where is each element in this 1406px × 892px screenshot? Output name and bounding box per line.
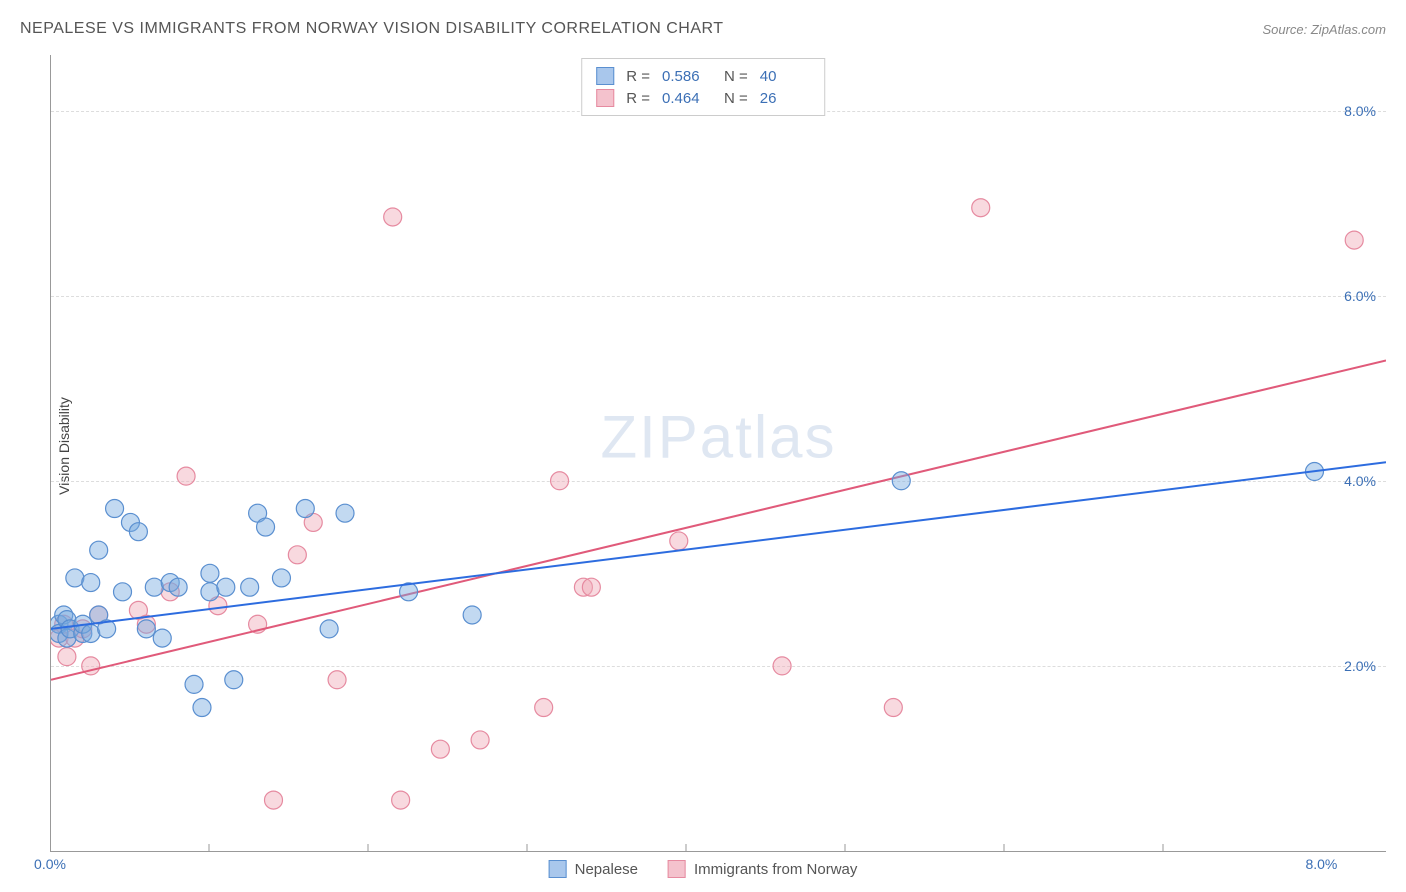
swatch-norway	[668, 860, 686, 878]
n-label-2: N =	[724, 90, 748, 107]
legend-item-nepalese: Nepalese	[549, 860, 638, 878]
n-value-1: 40	[760, 68, 810, 85]
norway-point	[431, 740, 449, 758]
norway-point	[384, 208, 402, 226]
nepalese-point	[272, 569, 290, 587]
source-name: ZipAtlas.com	[1311, 22, 1386, 37]
r-value-1: 0.586	[662, 68, 712, 85]
norway-point	[773, 657, 791, 675]
norway-point	[582, 578, 600, 596]
nepalese-point	[320, 620, 338, 638]
norway-point	[392, 791, 410, 809]
nepalese-point	[217, 578, 235, 596]
nepalese-point	[241, 578, 259, 596]
norway-point	[972, 199, 990, 217]
r-value-2: 0.464	[662, 90, 712, 107]
scatter-chart: ZIPatlas 2.0%4.0%6.0%8.0%	[50, 55, 1386, 852]
stats-legend: R = 0.586 N = 40 R = 0.464 N = 26	[581, 58, 825, 116]
legend-label-nepalese: Nepalese	[575, 861, 638, 878]
nepalese-point	[463, 606, 481, 624]
nepalese-point	[225, 671, 243, 689]
nepalese-point	[201, 583, 219, 601]
norway-point	[670, 532, 688, 550]
legend-item-norway: Immigrants from Norway	[668, 860, 857, 878]
x-tick-label: 8.0%	[1305, 856, 1337, 872]
nepalese-point	[90, 541, 108, 559]
norway-point	[471, 731, 489, 749]
nepalese-point	[145, 578, 163, 596]
nepalese-point	[169, 578, 187, 596]
nepalese-point	[257, 518, 275, 536]
norway-point	[328, 671, 346, 689]
stats-row-1: R = 0.586 N = 40	[596, 65, 810, 87]
stats-row-2: R = 0.464 N = 26	[596, 87, 810, 109]
chart-header: NEPALESE VS IMMIGRANTS FROM NORWAY VISIO…	[20, 20, 1386, 38]
norway-point	[288, 546, 306, 564]
nepalese-point	[892, 472, 910, 490]
nepalese-point	[129, 523, 147, 541]
n-label-1: N =	[724, 68, 748, 85]
legend-label-norway: Immigrants from Norway	[694, 861, 857, 878]
nepalese-point	[137, 620, 155, 638]
r-label-1: R =	[626, 68, 650, 85]
norway-point	[1345, 231, 1363, 249]
plot-area	[51, 55, 1386, 851]
swatch-nepalese	[549, 860, 567, 878]
nepalese-point	[82, 624, 100, 642]
norway-point	[177, 467, 195, 485]
source-prefix: Source:	[1262, 22, 1310, 37]
nepalese-point	[201, 564, 219, 582]
nepalese-trendline	[51, 462, 1386, 629]
r-label-2: R =	[626, 90, 650, 107]
swatch-series-1	[596, 67, 614, 85]
source-attribution: Source: ZipAtlas.com	[1262, 22, 1386, 37]
norway-point	[884, 699, 902, 717]
nepalese-point	[66, 569, 84, 587]
norway-point	[551, 472, 569, 490]
nepalese-point	[296, 500, 314, 518]
norway-point	[535, 699, 553, 717]
nepalese-point	[185, 675, 203, 693]
nepalese-point	[114, 583, 132, 601]
n-value-2: 26	[760, 90, 810, 107]
norway-point	[265, 791, 283, 809]
norway-point	[58, 648, 76, 666]
nepalese-point	[106, 500, 124, 518]
series-legend: Nepalese Immigrants from Norway	[549, 860, 858, 878]
nepalese-point	[336, 504, 354, 522]
chart-title: NEPALESE VS IMMIGRANTS FROM NORWAY VISIO…	[20, 20, 724, 38]
swatch-series-2	[596, 89, 614, 107]
nepalese-point	[193, 699, 211, 717]
x-tick-label: 0.0%	[34, 856, 66, 872]
nepalese-point	[153, 629, 171, 647]
nepalese-point	[82, 574, 100, 592]
